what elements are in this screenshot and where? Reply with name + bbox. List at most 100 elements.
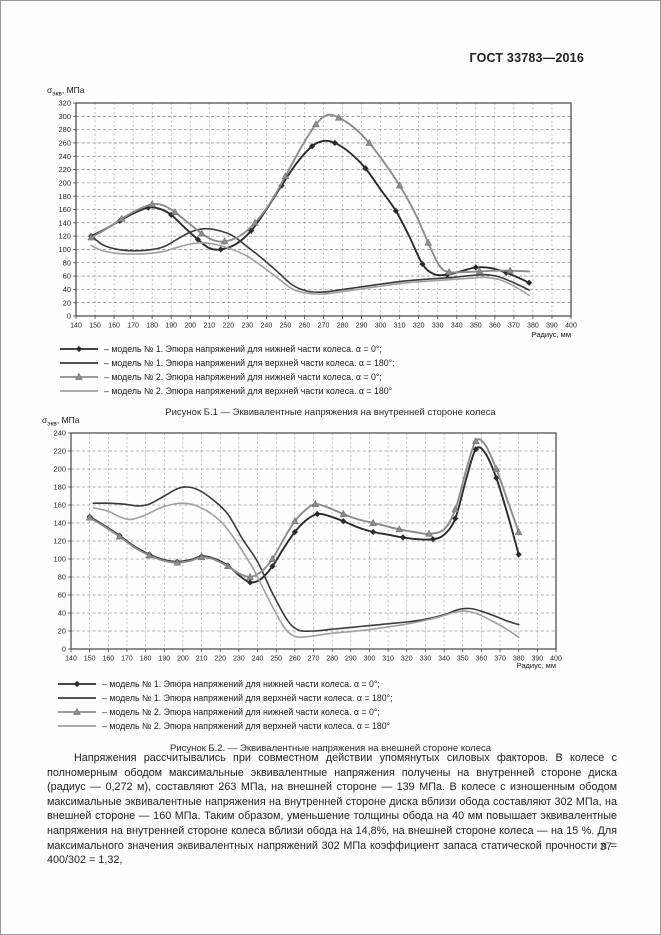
svg-text:260: 260 (58, 139, 71, 148)
svg-text:380: 380 (527, 323, 539, 330)
svg-text:370: 370 (508, 323, 520, 330)
legend-b1: – модель № 1. Эпюра напряжений для нижне… (59, 342, 395, 398)
svg-text:20: 20 (63, 298, 71, 307)
svg-text:170: 170 (121, 656, 133, 663)
sigma-symbol: σ (47, 85, 53, 95)
svg-text:20: 20 (58, 627, 66, 636)
y-axis-unit: , МПа (61, 85, 85, 95)
svg-text:200: 200 (177, 656, 189, 663)
svg-text:390: 390 (532, 656, 544, 663)
line-swatch (60, 362, 98, 364)
svg-text:220: 220 (214, 656, 226, 663)
legend-item: – модель № 2. Эпюра напряжений для нижне… (57, 705, 393, 719)
svg-text:200: 200 (184, 323, 196, 330)
legend-item: – модель № 2. Эпюра напряжений для верхн… (59, 384, 395, 398)
svg-text:210: 210 (196, 656, 208, 663)
svg-text:160: 160 (102, 656, 114, 663)
svg-text:400: 400 (550, 656, 562, 663)
svg-text:210: 210 (203, 323, 215, 330)
svg-text:310: 310 (394, 323, 406, 330)
svg-text:170: 170 (127, 323, 139, 330)
svg-text:180: 180 (140, 656, 152, 663)
svg-text:100: 100 (58, 245, 71, 254)
svg-text:240: 240 (53, 429, 66, 438)
svg-text:160: 160 (108, 323, 120, 330)
x-axis-label-b1: Радиус, мм (531, 330, 571, 339)
body-paragraph: Напряжения рассчитывались при совместном… (47, 752, 617, 867)
svg-text:230: 230 (242, 323, 254, 330)
svg-text:240: 240 (261, 323, 273, 330)
y-axis-unit: , МПа (56, 415, 80, 425)
svg-text:220: 220 (222, 323, 234, 330)
triangle-marker-swatch (58, 707, 96, 715)
legend-label: – модель № 1. Эпюра напряжений для нижне… (104, 344, 382, 354)
svg-text:190: 190 (165, 323, 177, 330)
svg-text:340: 340 (438, 656, 450, 663)
sigma-subscript: экв (52, 90, 62, 98)
figure-caption-b2: Рисунок Б.2. — Эквивалентные напряжения … (169, 743, 492, 754)
svg-text:330: 330 (432, 323, 444, 330)
svg-text:80: 80 (58, 573, 66, 582)
legend-label: – модель № 1. Эпюра напряжений для верхн… (104, 358, 395, 368)
svg-text:180: 180 (53, 483, 66, 492)
svg-text:240: 240 (58, 152, 71, 161)
y-axis-label-b1: σэкв, МПа (47, 85, 85, 98)
svg-text:380: 380 (513, 656, 525, 663)
svg-text:180: 180 (146, 323, 158, 330)
legend-item: – модель № 1. Эпюра напряжений для нижне… (59, 342, 395, 356)
svg-text:200: 200 (58, 178, 71, 187)
svg-text:320: 320 (413, 323, 425, 330)
page-number: 37 (599, 841, 612, 853)
svg-text:320: 320 (58, 99, 71, 108)
svg-text:360: 360 (476, 656, 488, 663)
line-chart-b1: 140 150 160 170 180 190 200 210 220 230 240 250 260 2… (58, 99, 577, 330)
svg-text:280: 280 (337, 323, 349, 330)
svg-text:390: 390 (546, 323, 558, 330)
diamond-marker-swatch (58, 680, 96, 688)
svg-text:140: 140 (53, 519, 66, 528)
svg-text:310: 310 (382, 656, 394, 663)
svg-text:230: 230 (233, 656, 245, 663)
svg-text:260: 260 (299, 323, 311, 330)
svg-text:150: 150 (84, 656, 96, 663)
diamond-marker-swatch (60, 345, 98, 353)
legend-b2: – модель № 1. Эпюра напряжений для нижне… (57, 677, 393, 733)
svg-text:280: 280 (58, 125, 71, 134)
svg-text:140: 140 (58, 218, 71, 227)
sigma-subscript: экв (47, 420, 57, 428)
svg-text:200: 200 (53, 465, 66, 474)
svg-text:60: 60 (58, 591, 66, 600)
x-axis-label-b2: Радиус, мм (516, 661, 556, 670)
svg-text:290: 290 (345, 656, 357, 663)
sigma-symbol: σ (42, 415, 48, 425)
svg-text:150: 150 (89, 323, 101, 330)
svg-text:80: 80 (63, 258, 71, 267)
svg-text:280: 280 (326, 656, 338, 663)
legend-item: – модель № 2. Эпюра напряжений для верхн… (57, 719, 393, 733)
svg-text:350: 350 (457, 656, 469, 663)
svg-text:40: 40 (58, 609, 66, 618)
svg-text:240: 240 (252, 656, 264, 663)
svg-text:190: 190 (158, 656, 170, 663)
svg-text:340: 340 (451, 323, 463, 330)
svg-text:160: 160 (53, 501, 66, 510)
svg-text:0: 0 (62, 645, 66, 654)
svg-text:250: 250 (280, 323, 292, 330)
legend-item: – модель № 2. Эпюра напряжений для нижне… (59, 370, 395, 384)
svg-text:360: 360 (489, 323, 501, 330)
svg-text:220: 220 (53, 447, 66, 456)
svg-text:350: 350 (470, 323, 482, 330)
svg-text:0: 0 (67, 312, 71, 321)
line-chart-b2: 140 150 160 170 180 190 200 210 220 230 240 250 260 2… (53, 429, 562, 663)
legend-item: – модель № 1. Эпюра напряжений для верхн… (59, 356, 395, 370)
line-swatch (58, 725, 96, 727)
legend-label: – модель № 2. Эпюра напряжений для нижне… (102, 707, 380, 717)
svg-text:120: 120 (58, 232, 71, 241)
svg-text:300: 300 (58, 112, 71, 121)
svg-text:400: 400 (565, 323, 577, 330)
document-header: ГОСТ 33783—2016 (469, 51, 584, 65)
legend-label: – модель № 1. Эпюра напряжений для нижне… (102, 679, 380, 689)
svg-text:100: 100 (53, 555, 66, 564)
svg-text:180: 180 (58, 192, 71, 201)
